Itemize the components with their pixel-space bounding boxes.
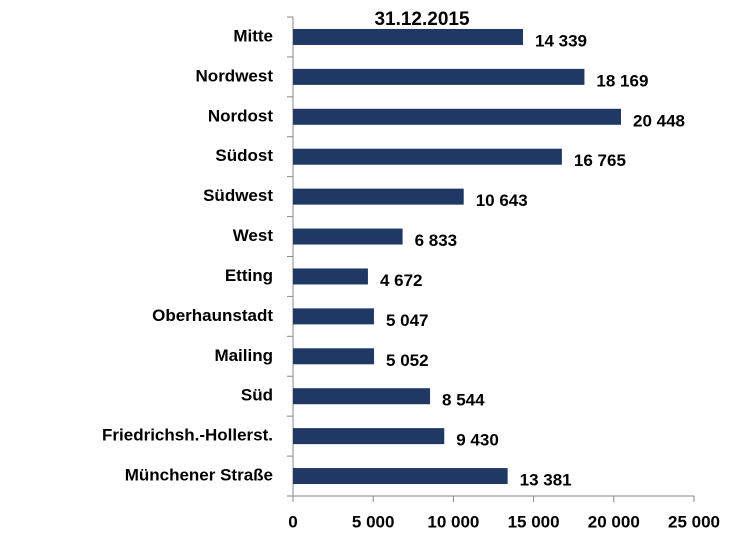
bar: [293, 28, 523, 45]
y-tick-label: Friedrichsh.-Hollerst.: [102, 426, 273, 445]
bar: [293, 428, 445, 445]
bar: [293, 308, 374, 325]
value-label: 18 169: [596, 71, 648, 90]
y-tick-label: Münchener Straße: [125, 466, 273, 485]
x-tick-label: 5 000: [352, 512, 395, 531]
bar: [293, 68, 585, 85]
value-label: 13 381: [520, 471, 572, 490]
value-label: 4 672: [380, 271, 423, 290]
x-tick-label: 0: [288, 512, 297, 531]
value-label: 8 544: [442, 391, 485, 410]
y-tick-label: Nordwest: [196, 66, 274, 85]
y-tick-label: Oberhaunstadt: [152, 306, 273, 325]
bar: [293, 148, 562, 165]
bar: [293, 268, 368, 285]
y-tick-label: Südwest: [203, 186, 273, 205]
value-label: 6 833: [415, 231, 458, 250]
value-label: 14 339: [535, 31, 587, 50]
value-label: 9 430: [456, 431, 499, 450]
x-tick-label: 10 000: [427, 512, 479, 531]
bar: [293, 348, 375, 365]
bar: [293, 108, 621, 125]
bar: [293, 228, 403, 245]
x-tick-label: 25 000: [668, 512, 720, 531]
bar: [293, 188, 464, 205]
y-tick-label: Nordost: [208, 106, 274, 125]
y-tick-label: Etting: [225, 266, 273, 285]
bar: [293, 468, 508, 485]
y-tick-label: West: [233, 226, 274, 245]
y-tick-label: Südost: [215, 146, 273, 165]
x-tick-label: 15 000: [508, 512, 560, 531]
chart-title: 31.12.2015: [374, 9, 470, 30]
value-label: 16 765: [574, 151, 626, 170]
value-label: 5 047: [386, 311, 429, 330]
y-tick-label: Mailing: [214, 346, 273, 365]
y-tick-label: Mitte: [233, 26, 273, 45]
value-label: 20 448: [633, 111, 685, 130]
value-label: 10 643: [476, 191, 528, 210]
x-tick-label: 20 000: [588, 512, 640, 531]
value-label: 5 052: [386, 351, 429, 370]
y-tick-label: Süd: [241, 386, 273, 405]
bar: [293, 388, 431, 405]
